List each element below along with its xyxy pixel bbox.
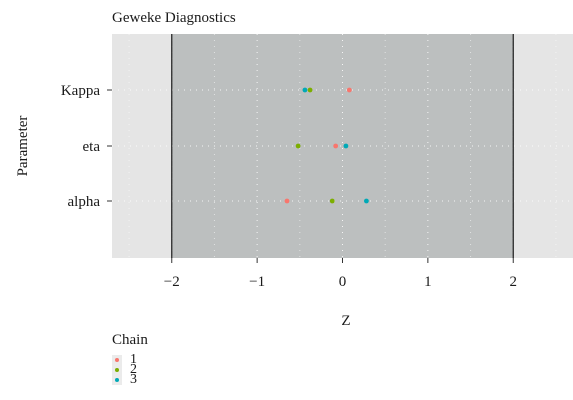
legend-label: 2 [130, 362, 137, 377]
legend-dot [115, 368, 119, 372]
y-axis-label: Parameter [15, 116, 31, 177]
y-tick-label: alpha [68, 194, 101, 210]
y-tick-label: eta [83, 139, 101, 155]
data-point-chain-1 [346, 87, 352, 93]
significance-band [171, 34, 514, 258]
data-point-chain-2 [329, 198, 335, 204]
data-point-chain-3 [302, 87, 308, 93]
x-tick-label: −2 [164, 274, 180, 290]
grid-lines [112, 34, 573, 258]
legend-dot [115, 358, 119, 362]
x-tick-label: 1 [424, 274, 432, 290]
legend-label: 3 [130, 372, 137, 387]
data-point-chain-3 [364, 198, 369, 204]
data-points [284, 87, 369, 204]
data-point-chain-2 [295, 143, 301, 149]
data-point-chain-1 [333, 143, 339, 149]
x-tick-label: −1 [249, 274, 265, 290]
legend-key [112, 365, 122, 375]
legend-label: 1 [130, 352, 137, 367]
legend-title: Chain [112, 332, 148, 348]
chart-title: Geweke Diagnostics [112, 10, 236, 26]
data-point-chain-2 [307, 87, 313, 93]
legend: Chain 1 2 3 [112, 332, 148, 387]
x-tick-label: 2 [509, 274, 517, 290]
legend-key [112, 375, 122, 385]
x-axis-label: Z [341, 313, 350, 329]
legend-item: 2 [112, 362, 148, 377]
x-axis: −2 −1 0 1 2 [164, 258, 517, 290]
x-tick-label: 0 [339, 274, 347, 290]
legend-item: 1 [112, 352, 148, 367]
legend-item: 3 [112, 372, 148, 387]
legend-key [112, 355, 122, 365]
y-axis: Kappa eta alpha [61, 83, 112, 210]
data-point-chain-3 [343, 143, 349, 149]
legend-dot [115, 378, 119, 382]
y-tick-label: Kappa [61, 83, 100, 99]
data-point-chain-1 [284, 198, 290, 204]
